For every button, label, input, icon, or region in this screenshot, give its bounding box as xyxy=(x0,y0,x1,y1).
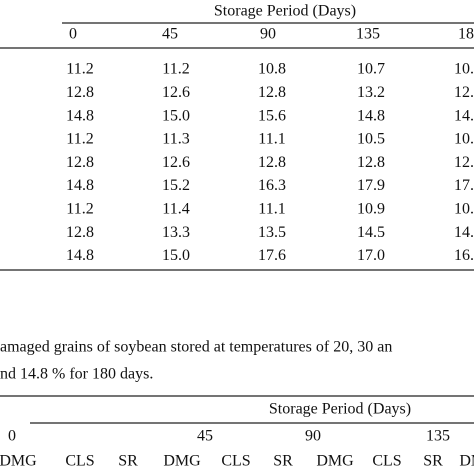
cell: 10.8 xyxy=(258,61,286,78)
cell: 14.8 xyxy=(357,107,385,124)
cell: 17.9 xyxy=(357,177,385,194)
cell: 11.2 xyxy=(162,61,189,78)
cell: 12.8 xyxy=(258,154,286,171)
cell: 12.8 xyxy=(258,84,286,101)
cell: 11.2 xyxy=(66,131,93,148)
subcolumn-header: SR xyxy=(423,453,443,470)
cell: 12.9 xyxy=(454,84,474,101)
caption-line: nd 14.8 % for 180 days. xyxy=(0,366,153,383)
subcolumn-header: SR xyxy=(118,453,138,470)
cell: 15.6 xyxy=(258,107,286,124)
cell: 10.6 xyxy=(454,61,474,78)
column-header: 135 xyxy=(356,26,380,43)
cell: 17.0 xyxy=(357,247,385,264)
subcolumn-header: DMG xyxy=(0,453,37,470)
table2-header: Storage Period (Days) xyxy=(269,401,411,418)
cell: 12.8 xyxy=(66,154,94,171)
cell: 16.2 xyxy=(454,247,474,264)
column-header: 90 xyxy=(260,26,276,43)
cell: 11.3 xyxy=(162,131,189,148)
cell: 10.9 xyxy=(454,200,474,217)
cell: 15.0 xyxy=(162,247,190,264)
cell: 10.9 xyxy=(357,200,385,217)
cell: 10.0 xyxy=(454,131,474,148)
caption-line: amaged grains of soybean stored at tempe… xyxy=(0,339,392,356)
subcolumn-header: SR xyxy=(273,453,293,470)
cell: 13.2 xyxy=(357,84,385,101)
cell: 15.0 xyxy=(162,107,190,124)
cell: 11.4 xyxy=(162,200,189,217)
column-header: 180 xyxy=(458,26,474,43)
subcolumn-header: CLS xyxy=(65,453,94,470)
column-header: 45 xyxy=(197,428,213,445)
table1-header: Storage Period (Days) xyxy=(214,3,356,20)
cell: 15.2 xyxy=(162,177,190,194)
column-header: 90 xyxy=(305,428,321,445)
cell: 14.8 xyxy=(66,107,94,124)
cell: 16.3 xyxy=(258,177,286,194)
cell: 17.3 xyxy=(454,177,474,194)
cell: 10.7 xyxy=(357,61,385,78)
subcolumn-header: CLS xyxy=(372,453,401,470)
cell: 12.8 xyxy=(66,84,94,101)
cell: 10.5 xyxy=(357,131,385,148)
column-header: 45 xyxy=(162,26,178,43)
cell: 14.3 xyxy=(454,224,474,241)
cell: 13.3 xyxy=(162,224,190,241)
cell: 12.6 xyxy=(162,84,190,101)
cell: 13.5 xyxy=(258,224,286,241)
cell: 11.2 xyxy=(66,200,93,217)
cell: 17.6 xyxy=(258,247,286,264)
cell: 14.7 xyxy=(454,107,474,124)
cell: 11.1 xyxy=(258,200,285,217)
subcolumn-header: DMG xyxy=(459,453,474,470)
cell: 12.6 xyxy=(162,154,190,171)
cell: 14.5 xyxy=(357,224,385,241)
subcolumn-header: DMG xyxy=(316,453,354,470)
cell: 14.8 xyxy=(66,177,94,194)
column-header: 135 xyxy=(426,428,450,445)
cell: 11.2 xyxy=(66,61,93,78)
cell: 12.3 xyxy=(454,154,474,171)
column-header: 0 xyxy=(69,26,77,43)
column-header: 0 xyxy=(8,428,16,445)
subcolumn-header: CLS xyxy=(221,453,250,470)
cell: 12.8 xyxy=(357,154,385,171)
cell: 12.8 xyxy=(66,224,94,241)
subcolumn-header: DMG xyxy=(163,453,201,470)
cell: 11.1 xyxy=(258,131,285,148)
cell: 14.8 xyxy=(66,247,94,264)
